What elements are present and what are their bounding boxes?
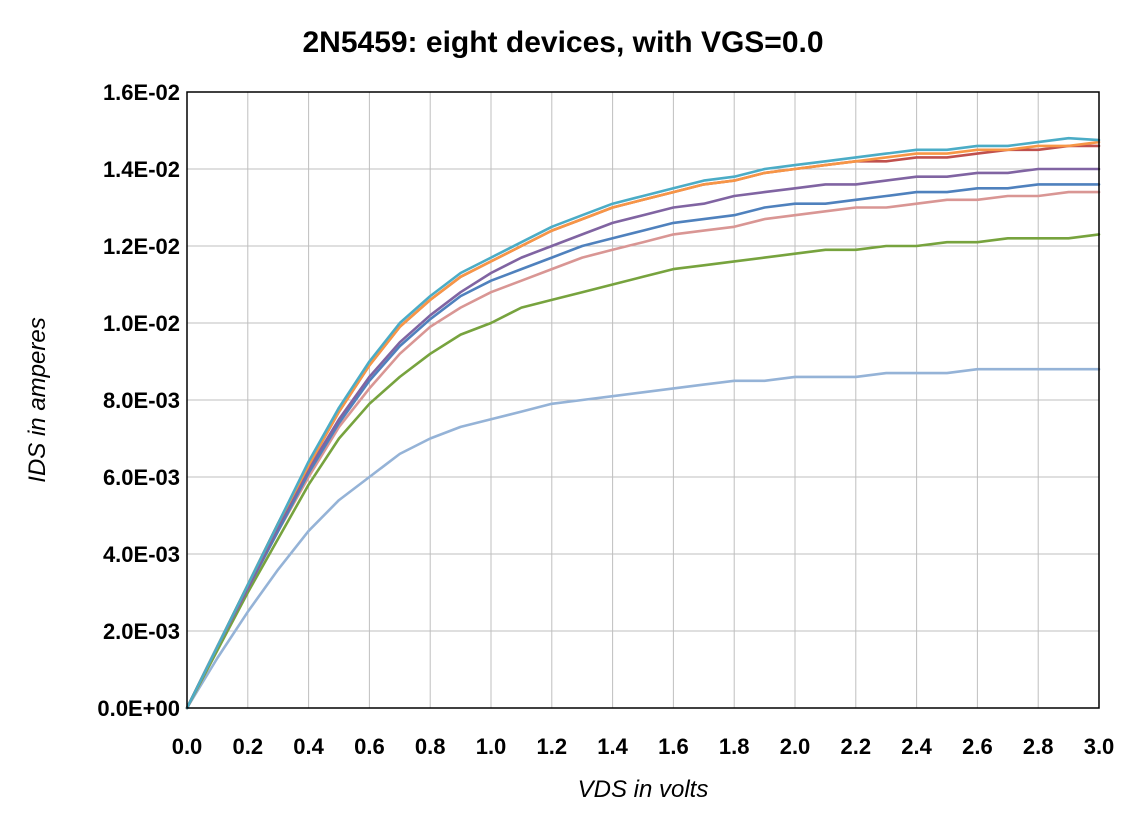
x-tick-label: 1.2 xyxy=(537,734,568,759)
y-tick-label: 1.6E-02 xyxy=(103,80,180,105)
x-tick-label: 1.4 xyxy=(597,734,628,759)
y-tick-label: 1.2E-02 xyxy=(103,234,180,259)
x-tick-label: 0.4 xyxy=(293,734,324,759)
series-line-5 xyxy=(185,183,1101,710)
x-tick-label: 0.2 xyxy=(233,734,264,759)
chart-title: 2N5459: eight devices, with VGS=0.0 xyxy=(302,26,823,59)
x-tick-label: 3.0 xyxy=(1084,734,1115,759)
y-tick-label: 1.0E-02 xyxy=(103,311,180,336)
x-tick-label: 1.6 xyxy=(658,734,689,759)
y-tick-label: 6.0E-03 xyxy=(103,465,180,490)
series-line-8 xyxy=(185,367,1101,710)
series-line-7 xyxy=(185,233,1101,710)
x-axis-ticks: 0.0 0.2 0.4 0.6 0.8 1.0 1.2 1.4 1.6 1.8 2.0 2.2 2.4 2… xyxy=(172,734,1115,759)
y-axis-label: IDS in amperes xyxy=(24,317,51,482)
x-tick-label: 0.6 xyxy=(354,734,385,759)
y-tick-label: 0.0E+00 xyxy=(97,696,180,721)
x-tick-label: 0.0 xyxy=(172,734,203,759)
plot-area xyxy=(186,91,1100,709)
series-line-6 xyxy=(185,190,1101,710)
x-axis-label: VDS in volts xyxy=(578,776,709,803)
y-axis-ticks: 0.0E+00 2.0E-03 4.0E-03 6.0E-03 8.0E-03 1.0E-… xyxy=(97,80,180,721)
x-tick-label: 2.8 xyxy=(1023,734,1054,759)
y-tick-label: 1.4E-02 xyxy=(103,157,180,182)
y-tick-label: 8.0E-03 xyxy=(103,388,180,413)
grid xyxy=(187,92,1099,708)
x-tick-label: 0.8 xyxy=(415,734,446,759)
y-tick-label: 2.0E-03 xyxy=(103,619,180,644)
series-line-1 xyxy=(185,136,1101,710)
y-tick-label: 4.0E-03 xyxy=(103,542,180,567)
x-tick-label: 2.6 xyxy=(962,734,993,759)
series-group xyxy=(185,136,1101,710)
x-tick-label: 1.8 xyxy=(719,734,750,759)
x-tick-label: 2.4 xyxy=(901,734,932,759)
x-tick-label: 2.2 xyxy=(841,734,872,759)
series-line-2 xyxy=(185,140,1101,710)
series-line-4 xyxy=(185,167,1101,710)
x-tick-label: 2.0 xyxy=(780,734,811,759)
x-tick-label: 1.0 xyxy=(476,734,507,759)
